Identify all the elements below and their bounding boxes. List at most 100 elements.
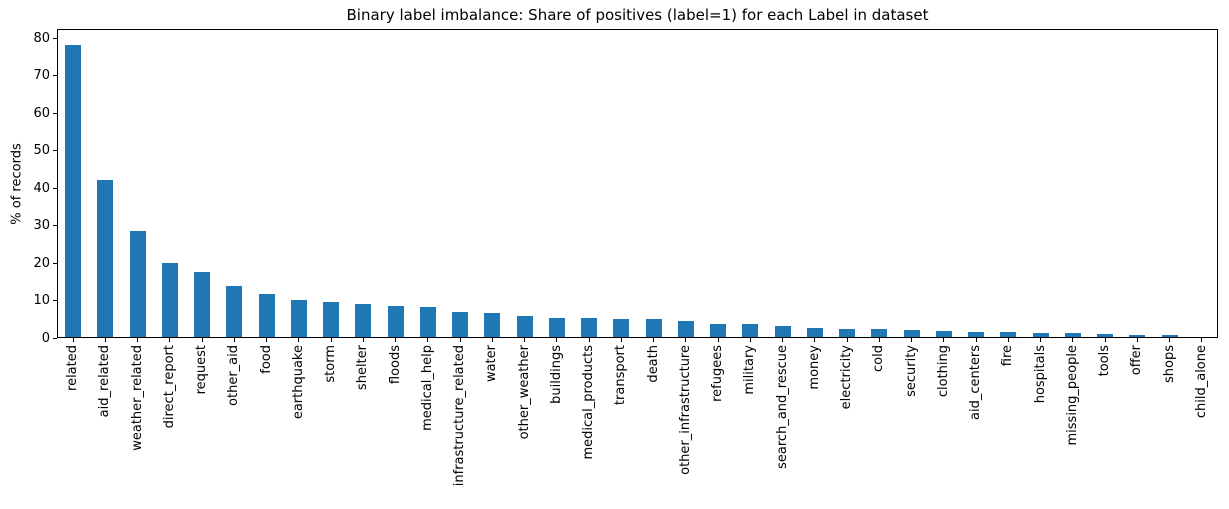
x-tick-label-text: food xyxy=(258,345,274,374)
bar-tools xyxy=(1097,334,1114,337)
y-tick-label: 30 xyxy=(33,218,50,234)
x-tick-label: other_aid xyxy=(226,345,241,406)
bar-military xyxy=(742,323,759,337)
x-tick-mark xyxy=(878,338,880,342)
x-tick-label: food xyxy=(258,345,274,374)
bar-hospitals xyxy=(1032,332,1049,337)
x-tick-label: electricity xyxy=(839,345,855,410)
x-tick-mark xyxy=(814,338,816,342)
x-tick-mark xyxy=(459,338,461,342)
x-tick-label: earthquake xyxy=(290,345,306,420)
bar-shops xyxy=(1161,335,1178,337)
y-tick-mark xyxy=(53,37,57,39)
x-tick-label-text: security xyxy=(903,345,919,397)
bar-shelter xyxy=(355,304,372,337)
bar-related xyxy=(65,44,82,337)
x-tick-label-text: other_infrastructure xyxy=(677,345,693,475)
x-tick-label: water xyxy=(484,345,500,383)
x-tick-mark xyxy=(266,338,268,342)
x-tick-label-text: request xyxy=(194,345,210,395)
x-tick-mark xyxy=(233,338,235,342)
x-tick-mark xyxy=(137,338,139,342)
x-tick-mark xyxy=(588,338,590,342)
x-tick-mark xyxy=(491,338,493,342)
bar-earthquake xyxy=(290,300,307,337)
bar-electricity xyxy=(839,328,856,337)
x-tick-label: weather_related xyxy=(130,345,145,451)
x-tick-mark xyxy=(524,338,526,342)
x-tick-label: medical_products xyxy=(581,345,597,460)
x-tick-label-text: cold xyxy=(871,345,887,372)
x-tick-mark xyxy=(911,338,913,342)
x-tick-mark xyxy=(846,338,848,342)
x-tick-label: storm xyxy=(323,345,339,383)
bar-direct_report xyxy=(161,262,178,337)
x-tick-label-text: storm xyxy=(323,345,339,383)
x-tick-label-text: fire xyxy=(1000,345,1016,367)
x-tick-mark xyxy=(1007,338,1009,342)
x-tick-label-text: related xyxy=(65,345,81,391)
x-tick-label: refugees xyxy=(710,345,725,402)
x-tick-label: hospitals xyxy=(1032,345,1048,404)
x-tick-label: missing_people xyxy=(1064,345,1080,446)
x-tick-label-text: earthquake xyxy=(290,345,306,420)
x-tick-label-text: medical_products xyxy=(581,345,597,460)
x-tick-label-text: missing_people xyxy=(1064,345,1080,446)
bar-other_infrastructure xyxy=(677,320,694,337)
x-tick-mark xyxy=(782,338,784,342)
x-tick-mark xyxy=(653,338,655,342)
x-tick-mark xyxy=(620,338,622,342)
x-tick-label: cold xyxy=(871,345,887,372)
x-tick-label-text: tools xyxy=(1097,345,1113,377)
x-tick-label-text: shelter xyxy=(355,345,371,391)
x-tick-mark xyxy=(717,338,719,342)
bar-storm xyxy=(323,301,340,337)
x-tick-label: aid_centers xyxy=(968,345,984,420)
x-tick-label: direct_report xyxy=(162,345,177,428)
x-tick-label-text: military xyxy=(742,345,758,395)
x-tick-label-text: child_alone xyxy=(1193,345,1209,419)
bar-offer xyxy=(1129,334,1146,337)
y-tick-mark xyxy=(53,150,57,152)
x-tick-label-text: other_weather xyxy=(516,345,532,440)
x-tick-label-text: aid_centers xyxy=(968,345,984,420)
bar-weather_related xyxy=(129,231,146,337)
bar-floods xyxy=(387,305,404,337)
x-tick-label: shops xyxy=(1162,345,1177,383)
x-tick-label: other_weather xyxy=(516,345,532,440)
x-tick-label-text: electricity xyxy=(839,345,855,410)
x-tick-label-text: infrastructure_related xyxy=(452,345,468,487)
x-tick-label: child_alone xyxy=(1193,345,1209,419)
x-tick-label: search_and_rescue xyxy=(775,345,790,469)
y-tick-label: 80 xyxy=(33,30,50,46)
bar-security xyxy=(903,329,920,337)
bar-aid_centers xyxy=(968,331,985,337)
x-tick-mark xyxy=(298,338,300,342)
bar-aid_related xyxy=(97,179,114,337)
x-tick-mark xyxy=(362,338,364,342)
x-tick-label-text: death xyxy=(645,345,661,383)
x-tick-label: transport xyxy=(613,345,628,405)
bar-money xyxy=(806,328,823,337)
x-tick-label: death xyxy=(645,345,661,383)
x-tick-label: tools xyxy=(1097,345,1113,377)
y-tick-mark xyxy=(53,300,57,302)
y-tick-mark xyxy=(53,225,57,227)
y-tick-mark xyxy=(53,262,57,264)
y-tick-label: 40 xyxy=(33,180,50,196)
x-tick-label: medical_help xyxy=(420,345,435,431)
y-tick-label: 10 xyxy=(33,293,50,309)
x-tick-mark xyxy=(201,338,203,342)
x-tick-label: buildings xyxy=(549,345,564,404)
bar-death xyxy=(645,319,662,337)
x-tick-mark xyxy=(395,338,397,342)
x-tick-mark xyxy=(975,338,977,342)
x-tick-label-text: hospitals xyxy=(1032,345,1048,404)
x-tick-mark xyxy=(1201,338,1203,342)
bar-cold xyxy=(871,329,888,337)
bar-other_aid xyxy=(226,286,243,337)
x-tick-label-text: water xyxy=(484,345,500,383)
x-tick-mark xyxy=(685,338,687,342)
bar-fire xyxy=(1000,332,1017,337)
